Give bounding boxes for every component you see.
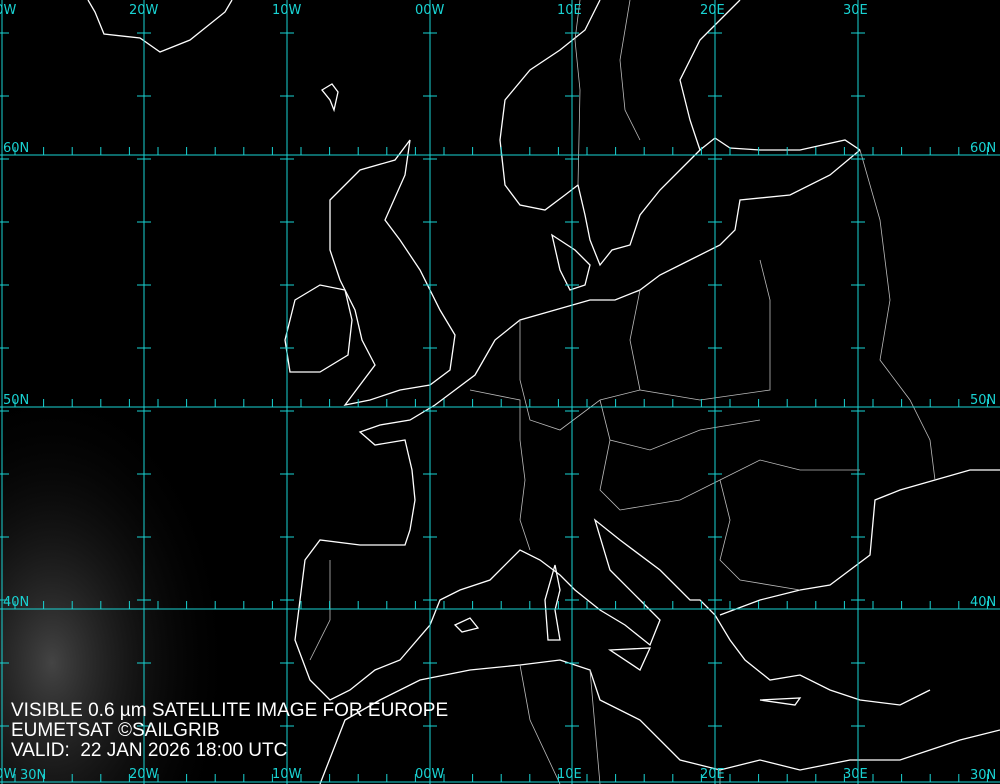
bottom-lon-label: 20W [129, 767, 159, 782]
left-lat-label: 40N [3, 595, 30, 610]
ireland-coast [284, 284, 353, 373]
country-borders [309, 0, 936, 784]
right-lat-label: 30N [970, 768, 997, 783]
bottom-lon-label: 10W [272, 767, 302, 782]
bottom-lon-label: 10E [557, 767, 582, 782]
bottom-lon-label: 30W [0, 767, 17, 782]
scandinavia-coast [499, 0, 861, 267]
caption-title: VISIBLE 0.6 µm SATELLITE IMAGE FOR EUROP… [11, 700, 449, 721]
left-lat-label: 30N [20, 768, 47, 783]
bottom-lon-label: 00W [415, 767, 445, 782]
top-lon-label: 10W [272, 3, 302, 18]
sicily [608, 647, 652, 671]
corsica-sardinia [544, 564, 561, 641]
crete [759, 697, 802, 706]
top-lon-label: 30E [843, 3, 868, 18]
caption-valid-time: VALID: 22 JAN 2026 18:00 UTC [11, 740, 288, 761]
top-lon-label: 20E [700, 3, 725, 18]
top-lon-label: 00W [415, 3, 445, 18]
iceland-coast [87, 0, 233, 53]
cloud-area [0, 380, 260, 784]
right-lat-label: 60N [970, 141, 997, 156]
left-lat-label: 60N [3, 141, 30, 156]
denmark-coast [551, 233, 591, 291]
right-lat-label: 40N [970, 595, 997, 610]
bottom-lon-label: 30E [843, 767, 868, 782]
right-lat-label: 50N [970, 393, 997, 408]
great-britain-coast [329, 139, 456, 406]
continent-coast [294, 149, 1000, 706]
left-lat-label: 50N [3, 393, 30, 408]
top-lon-label: 10E [557, 3, 582, 18]
image-caption: VISIBLE 0.6 µm SATELLITE IMAGE FOR EUROP… [11, 701, 448, 761]
bottom-lon-label: 20E [700, 767, 725, 782]
caption-credit: EUMETSAT ©SAILGRIB [11, 720, 220, 741]
top-lon-label: 20W [129, 3, 159, 18]
balearic [453, 617, 480, 633]
faroe-islands [321, 83, 339, 113]
top-lon-label: 30W [0, 3, 17, 18]
